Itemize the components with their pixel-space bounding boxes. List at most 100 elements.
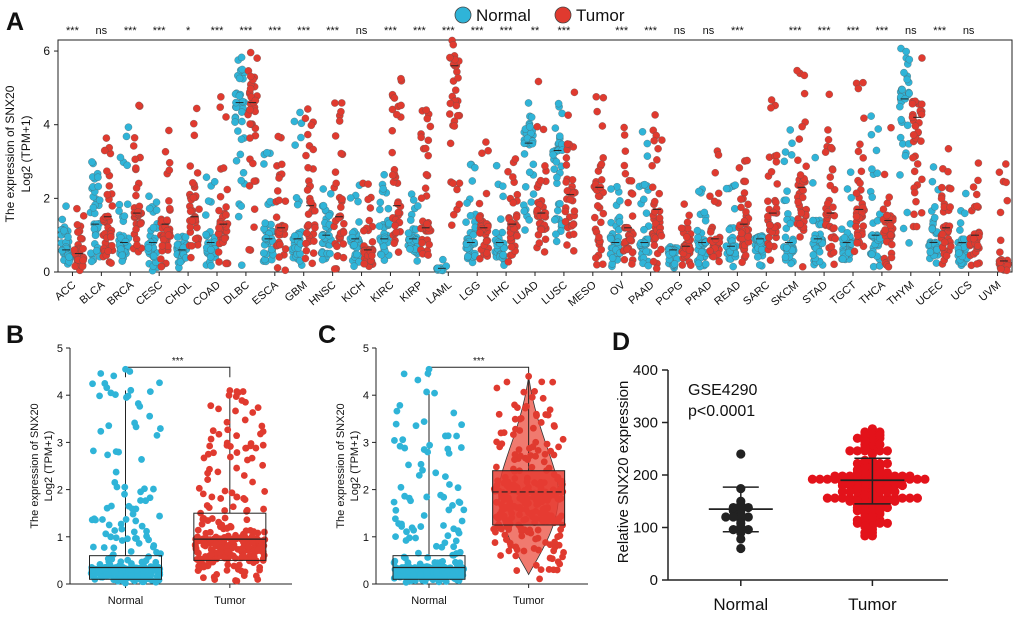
panel-a-point (353, 250, 361, 259)
panel-a-ytick-label: 6 (43, 44, 50, 58)
panel-b-point (115, 448, 123, 456)
panel-a-point (103, 190, 111, 199)
panel-d-point (860, 512, 870, 522)
panel-c-point (528, 393, 536, 401)
panel-a-point (424, 151, 432, 160)
panel-a-point (64, 233, 72, 241)
panel-c-point (452, 537, 460, 545)
panel-a-point (310, 237, 318, 245)
panel-a-point (553, 173, 561, 182)
panel-a-point (504, 258, 513, 266)
panel-b-point (224, 426, 232, 434)
panel-a-point (492, 161, 501, 170)
panel-a-point (527, 198, 535, 206)
panel-a-point (262, 234, 270, 242)
panel-c-point (516, 427, 524, 434)
panel-a-point (388, 127, 397, 135)
panel-a-point (297, 133, 305, 142)
panel-b-point (243, 516, 251, 524)
panel-a-point (909, 131, 918, 139)
panel-a-point (648, 183, 657, 192)
panel-a-point (563, 241, 571, 249)
panel-c-point (412, 534, 419, 542)
panel-a-point (309, 145, 317, 154)
panel-a-point (874, 125, 882, 133)
panel-b-point (215, 405, 222, 413)
panel-b-point (234, 545, 242, 553)
panel-a-point (424, 136, 433, 145)
panel-a-point (368, 251, 376, 260)
panel-a-point (449, 40, 458, 49)
panel-a-point (121, 237, 130, 246)
panel-a-ylabel-2: Log2 (TPM+1) (19, 115, 33, 192)
panel-a-point (123, 200, 132, 208)
panel-b-point (143, 532, 150, 540)
panel-c-max-point (425, 365, 433, 373)
panel-a-point (307, 198, 315, 206)
panel-a-point (995, 168, 1004, 177)
panel-a-xtick-label: CESC (134, 279, 165, 308)
panel-d-point (830, 471, 840, 481)
panel-c-point (530, 545, 538, 552)
panel-a-point (741, 251, 750, 260)
panel-c-significance-bracket (428, 366, 530, 378)
panel-b-point (254, 546, 262, 554)
panel-d-point (890, 496, 900, 506)
panel-c-point (423, 493, 431, 501)
panel-b-point (146, 388, 154, 396)
legend-normal-label: Normal (476, 6, 531, 25)
panel-a-point (418, 239, 426, 247)
panel-a-point (424, 251, 432, 259)
panel-c-point (410, 526, 418, 534)
panel-a-point (903, 75, 911, 84)
panel-a-xtick-label: PAAD (627, 279, 657, 307)
panel-b-point (260, 552, 268, 559)
panel-a-point (425, 240, 433, 249)
panel-a-point (551, 124, 560, 132)
panel-c-point (557, 526, 565, 534)
panel-a-point (650, 136, 658, 145)
panel-a-point (599, 209, 608, 218)
panel-a-point (304, 221, 313, 229)
panel-a-point (421, 184, 430, 192)
panel-a-xtick-label: PRAD (683, 279, 714, 308)
panel-a-point (562, 161, 571, 169)
panel-c-point (450, 525, 458, 533)
panel-a-significance: ns (674, 25, 686, 37)
panel-a-point (714, 189, 723, 198)
panel-d-point (905, 471, 915, 481)
panel-a-legend: Normal Tumor (454, 6, 625, 25)
panel-a-significance: *** (442, 25, 456, 37)
panel-a-point (165, 166, 174, 174)
panel-a-point (123, 161, 131, 170)
panel-a-significance: *** (384, 25, 398, 37)
panel-a-point (250, 205, 259, 213)
legend-tumor-label: Tumor (576, 6, 625, 25)
panel-a-point (741, 177, 750, 186)
panel-b-point (257, 430, 264, 438)
panel-a-point (918, 100, 926, 108)
panel-a-point (107, 233, 115, 241)
panel-b-point (239, 388, 247, 395)
panel-a-point (108, 202, 117, 210)
panel-a-significance: ns (96, 25, 108, 37)
panel-c-point (446, 481, 453, 488)
panel-a-point (711, 169, 719, 177)
panel-a-point (275, 253, 284, 261)
panel-b-point (132, 423, 140, 431)
panel-c-point (529, 424, 537, 432)
panel-a-point (852, 212, 861, 221)
panel-a-point (569, 189, 578, 197)
panel-a-point (161, 147, 170, 156)
panel-a-point (593, 107, 601, 116)
panel-a-point (120, 212, 129, 220)
panel-a-point (569, 220, 578, 229)
panel-a-point (520, 150, 529, 158)
panel-b-point (214, 468, 222, 476)
panel-a-point (499, 182, 507, 190)
panel-a-point (263, 148, 271, 157)
panel-a-point (239, 169, 248, 177)
panel-a-point (222, 259, 230, 268)
panel-a-point (70, 246, 79, 254)
panel-a-point (118, 251, 126, 260)
